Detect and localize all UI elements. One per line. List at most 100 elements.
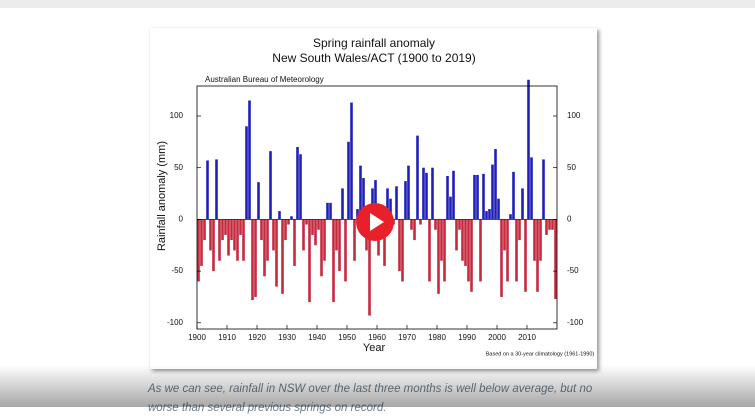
bar xyxy=(485,211,488,220)
chart-card: Spring rainfall anomaly New South Wales/… xyxy=(150,28,597,369)
bar xyxy=(521,188,524,220)
bar xyxy=(245,126,248,220)
x-tick-label: 1990 xyxy=(458,333,476,342)
bar xyxy=(440,219,443,261)
bar xyxy=(518,219,521,241)
x-tick-label: 1900 xyxy=(188,333,206,342)
y-tick-label-right: -50 xyxy=(567,266,579,275)
y-tick-label: -50 xyxy=(171,266,183,275)
bar xyxy=(236,219,239,261)
y-tick-label-right: 100 xyxy=(567,111,581,120)
bar xyxy=(491,164,494,220)
bar xyxy=(542,159,545,220)
x-tick-label: 1960 xyxy=(368,333,386,342)
bar xyxy=(341,188,344,220)
source-note: Australian Bureau of Meteorology xyxy=(205,75,324,84)
bar xyxy=(425,172,428,220)
bar xyxy=(287,219,290,225)
bar xyxy=(221,219,224,241)
bar xyxy=(458,219,461,230)
bar xyxy=(506,219,509,282)
bar xyxy=(320,219,323,277)
chart-subtitle: New South Wales/ACT (1900 to 2019) xyxy=(272,51,475,65)
bar xyxy=(335,219,338,251)
bar xyxy=(464,219,467,266)
bar xyxy=(398,219,401,272)
bar xyxy=(254,219,257,297)
bar xyxy=(206,160,209,220)
bar xyxy=(209,219,212,251)
caption-line: worse than several previous springs on r… xyxy=(148,402,387,414)
x-tick-label: 2000 xyxy=(488,333,506,342)
y-tick-label: 100 xyxy=(170,111,184,120)
caption: As we can see, rainfall in NSW over the … xyxy=(148,380,618,418)
x-tick-label: 1970 xyxy=(398,333,416,342)
bar xyxy=(362,178,365,220)
bar xyxy=(344,219,347,282)
chart: Spring rainfall anomaly New South Wales/… xyxy=(156,36,595,357)
bar xyxy=(359,165,362,220)
bar xyxy=(395,186,398,220)
bar xyxy=(548,219,551,230)
y-tick-label: 0 xyxy=(179,215,184,224)
y-tick-label-right: 0 xyxy=(567,215,572,224)
bar xyxy=(449,196,452,220)
bar xyxy=(503,219,506,251)
x-tick-label: 1940 xyxy=(308,333,326,342)
x-axis-label: Year xyxy=(363,342,386,354)
bar xyxy=(488,209,491,220)
bar xyxy=(311,219,314,235)
bar xyxy=(389,198,392,220)
play-button[interactable] xyxy=(355,202,395,242)
bar xyxy=(356,209,359,220)
caption-line: As we can see, rainfall in NSW over the … xyxy=(148,383,593,395)
bar xyxy=(437,219,440,294)
bar xyxy=(251,219,254,301)
bar xyxy=(431,167,434,220)
bar xyxy=(269,151,272,220)
bar xyxy=(218,219,221,261)
bar xyxy=(227,219,230,256)
bar xyxy=(203,219,206,241)
bar xyxy=(410,219,413,230)
bar xyxy=(413,219,416,241)
bar xyxy=(473,174,476,220)
bar xyxy=(275,219,278,287)
y-tick-label-right: 50 xyxy=(567,163,576,172)
bar xyxy=(197,219,200,282)
bar xyxy=(350,102,353,220)
bar xyxy=(530,157,533,220)
bar xyxy=(305,219,308,225)
bar xyxy=(374,180,377,220)
bar xyxy=(239,219,242,235)
bar xyxy=(476,174,479,220)
top-bar xyxy=(0,0,755,8)
x-tick-label: 1930 xyxy=(278,333,296,342)
bar xyxy=(314,219,317,246)
bar xyxy=(290,216,293,220)
bar xyxy=(419,219,422,225)
chart-title: Spring rainfall anomaly xyxy=(313,36,435,50)
bar xyxy=(248,100,251,220)
bar xyxy=(266,219,269,261)
bar xyxy=(551,219,554,230)
bar xyxy=(332,219,335,303)
play-icon[interactable] xyxy=(370,213,384,231)
bar xyxy=(443,219,446,282)
x-tick-label: 1980 xyxy=(428,333,446,342)
bar xyxy=(386,188,389,220)
bar xyxy=(407,165,410,220)
bar xyxy=(509,214,512,220)
bar xyxy=(368,219,371,316)
bar xyxy=(401,219,404,282)
bar xyxy=(200,219,203,266)
bar xyxy=(467,219,470,282)
bar xyxy=(302,219,305,251)
bar xyxy=(224,219,227,235)
bar xyxy=(233,219,236,251)
x-tick-label: 1950 xyxy=(338,333,356,342)
bar xyxy=(482,173,485,220)
bar xyxy=(263,219,266,277)
bar xyxy=(329,202,332,220)
